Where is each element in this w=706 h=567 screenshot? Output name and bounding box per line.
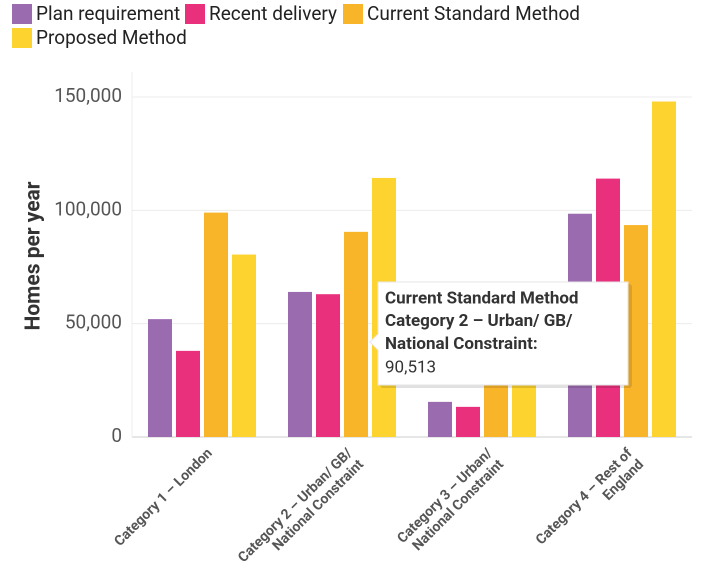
legend-swatch [12, 4, 32, 24]
x-tick-label: Category 4 – Rest ofEngland [533, 444, 648, 559]
y-axis-title: Homes per year [22, 181, 46, 330]
bar [176, 350, 200, 437]
bar [428, 401, 452, 437]
tooltip-box [369, 281, 629, 386]
legend-swatch [343, 4, 363, 24]
tooltip: Current Standard Method Category 2 – Urba… [369, 281, 632, 388]
legend-label: Current Standard Method [367, 2, 580, 25]
x-tick-label: Category 2 – Urban/ GB/National Constrai… [235, 445, 367, 567]
y-tick-label: 100,000 [54, 197, 122, 220]
tooltip-value: 90,513 [385, 357, 436, 377]
bar [316, 294, 340, 437]
legend-label: Recent delivery [209, 2, 337, 25]
bar [148, 319, 172, 437]
y-tick-label: 150,000 [54, 84, 122, 107]
bar [652, 101, 676, 438]
bar [456, 406, 480, 437]
bar [204, 212, 228, 437]
legend-label: Proposed Method [36, 26, 187, 49]
legend-label: Plan requirement [36, 2, 180, 25]
tooltip-series: Current Standard Method [385, 288, 579, 308]
x-tick-label: Category 1 – London [111, 445, 215, 549]
bar [232, 254, 256, 437]
bar [288, 291, 312, 437]
tooltip-category: Category 2 – Urban/ GB/National Constrai… [385, 311, 573, 354]
y-tick-label: 0 [111, 424, 122, 447]
bar [344, 231, 368, 437]
x-tick-label: Category 3 – Urban/National Constraint [394, 445, 507, 558]
legend-swatch [185, 4, 205, 24]
legend-swatch [12, 28, 32, 48]
y-tick-label: 50,000 [65, 311, 122, 334]
